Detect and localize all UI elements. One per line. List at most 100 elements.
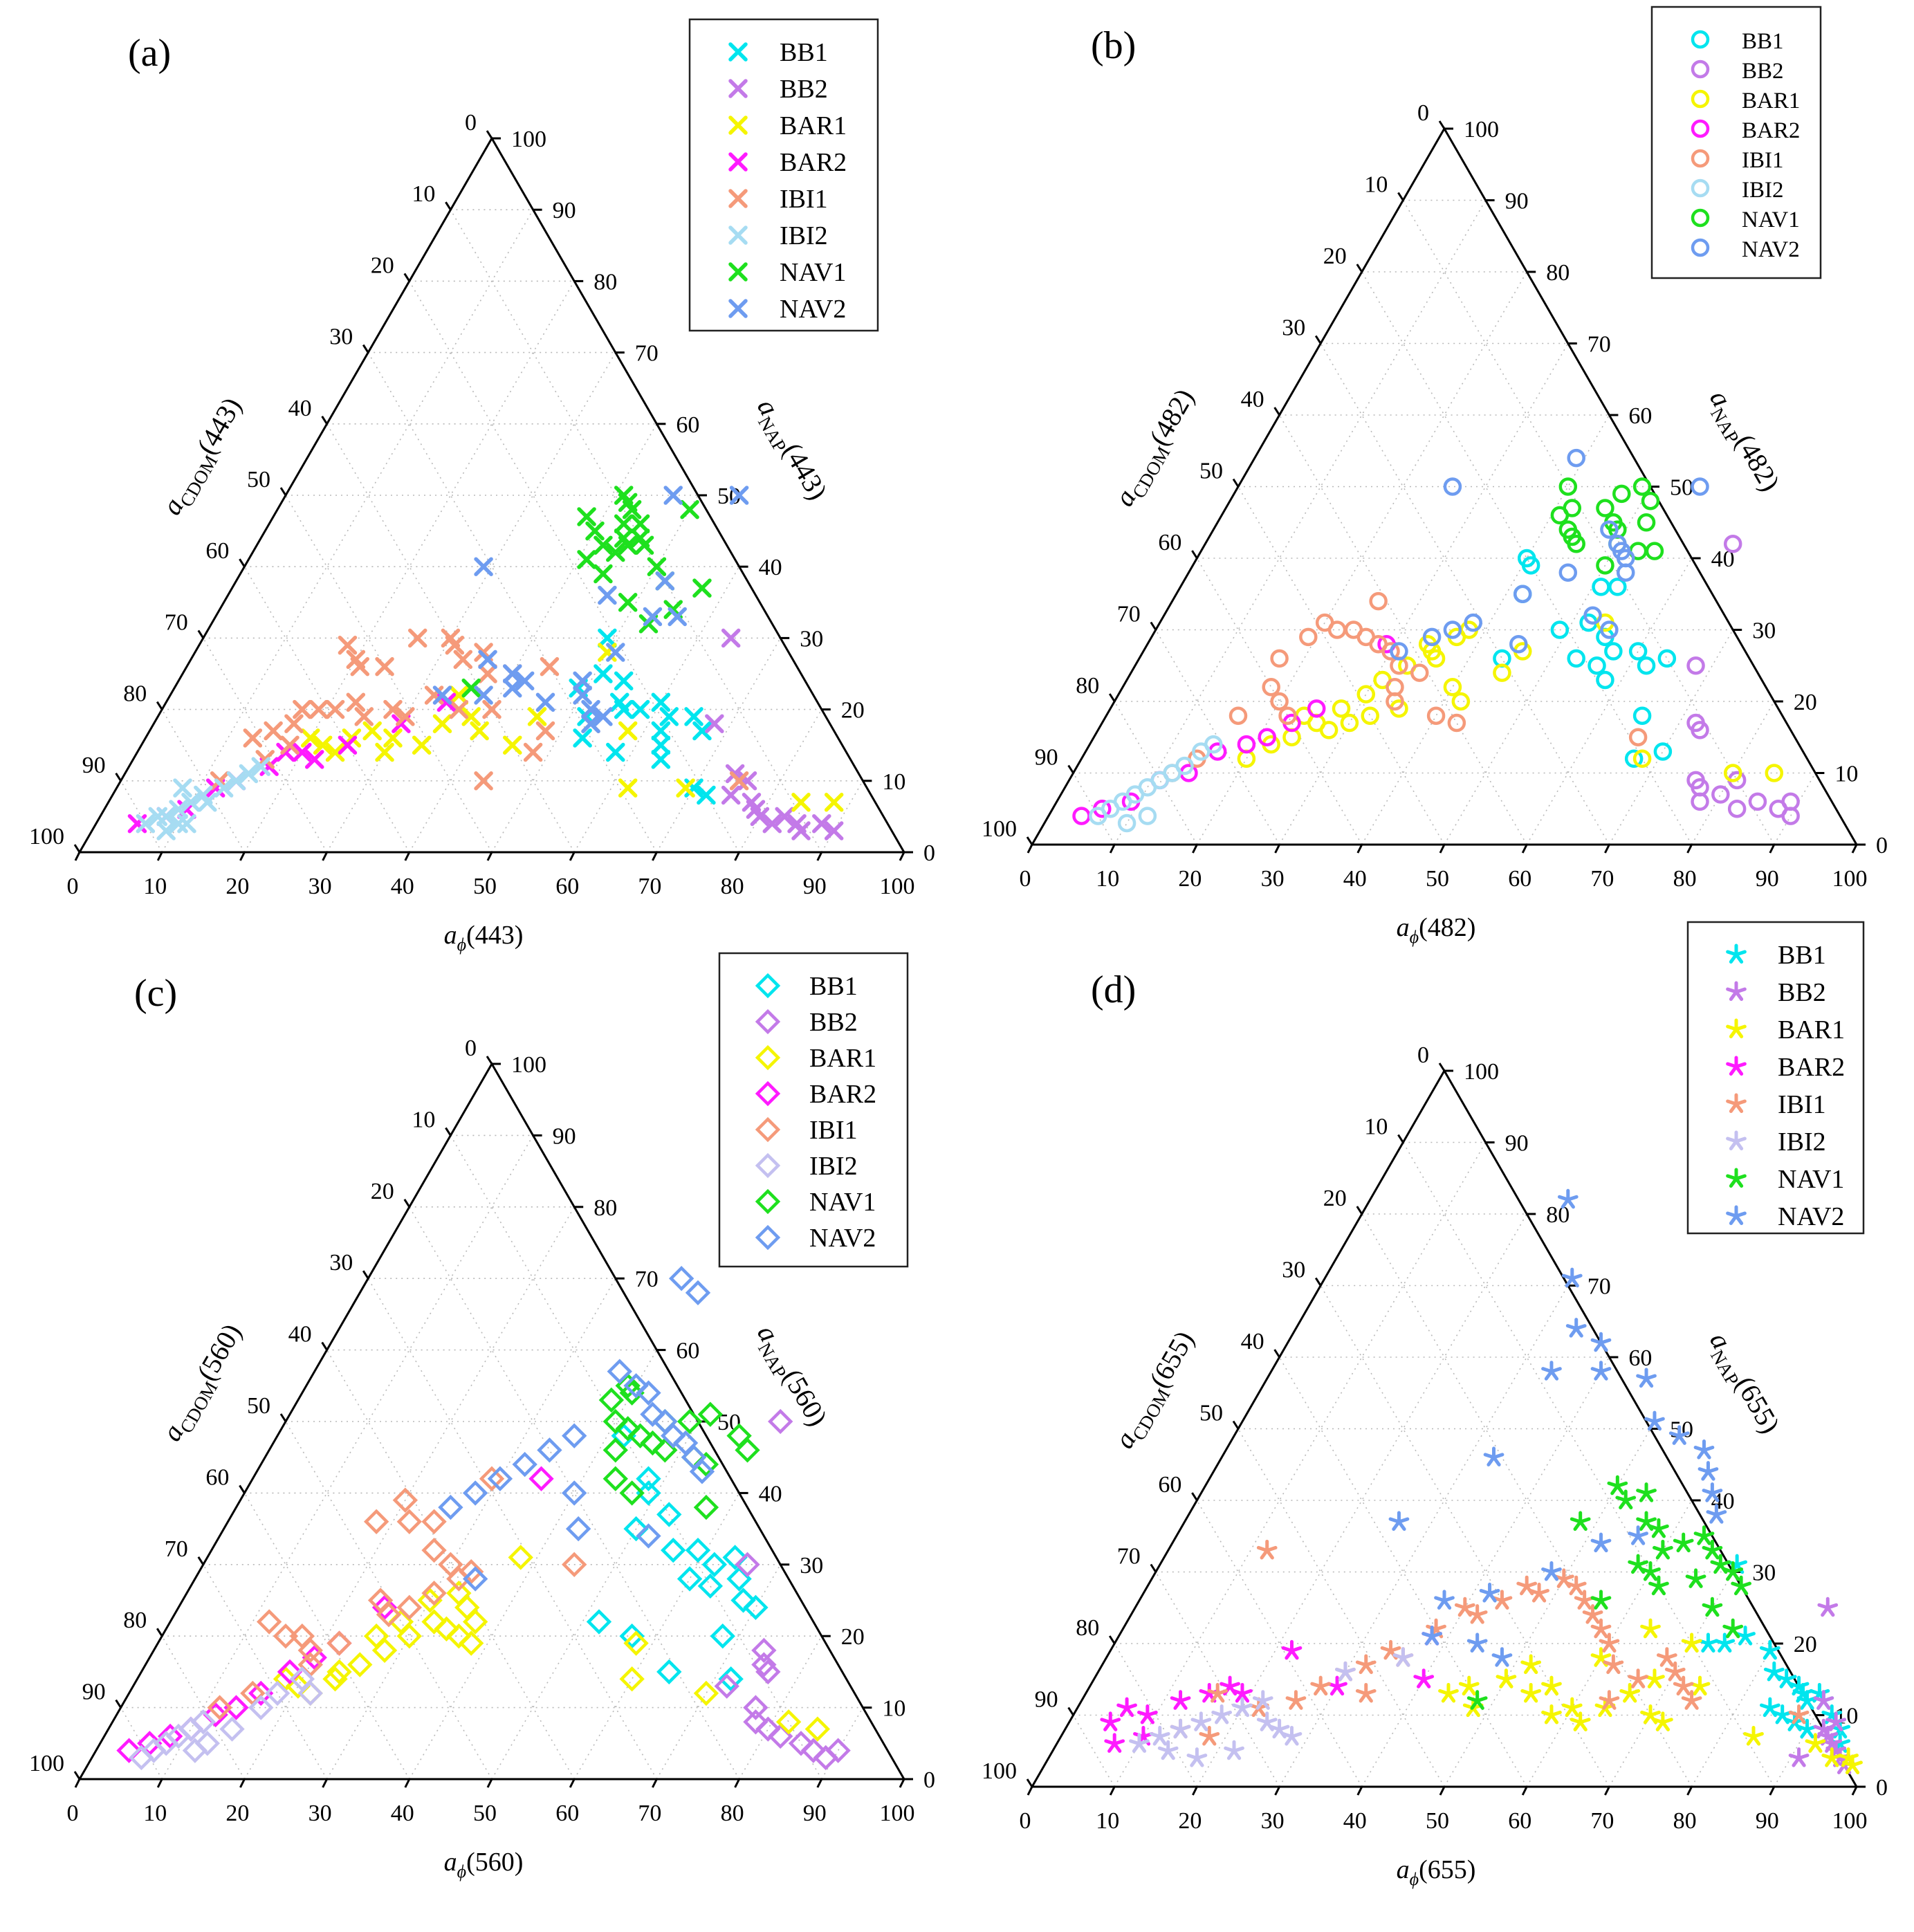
tick-mark (1356, 1786, 1363, 1796)
legend: BB1 BB2 BAR1 BAR2 IBI1 IBI2 NAV1 NAV2 (1650, 6, 1822, 279)
left-axis-title: aCDOM(482) (1108, 383, 1204, 514)
data-point-bb1 (656, 1502, 682, 1527)
data-point-bar1 (1438, 1682, 1459, 1703)
data-point-ibi1 (421, 1537, 447, 1563)
bottom-tick-label: 70 (1590, 866, 1614, 892)
data-point-nav1 (1563, 499, 1582, 517)
data-point-ibi1 (478, 664, 497, 683)
data-point-ibi2 (1224, 1740, 1244, 1760)
legend-marker-nav2 (755, 1224, 781, 1251)
tick-mark (816, 1778, 823, 1788)
tick-mark (115, 772, 122, 782)
data-point-ibi1 (729, 771, 749, 791)
data-point-ibi1 (1788, 1704, 1810, 1724)
data-point-ibi2 (198, 793, 217, 812)
legend-marker-bar1 (755, 1045, 781, 1071)
data-point-bar1 (375, 742, 394, 762)
legend-box (1650, 6, 1822, 279)
tick-mark (1438, 1062, 1446, 1071)
left-axis-title: aCDOM(443) (156, 392, 252, 523)
tick-mark (1232, 1420, 1240, 1430)
data-point-nav2 (1443, 477, 1462, 496)
tick-mark (486, 852, 493, 861)
tick-mark (569, 1778, 576, 1788)
data-point-nav2 (636, 1523, 661, 1549)
data-point-nav2 (1565, 1318, 1587, 1338)
legend-marker-bar2 (1691, 119, 1710, 138)
legend-marker-bb1 (728, 42, 748, 62)
gridline (161, 209, 534, 853)
bottom-tick-label: 30 (309, 874, 332, 899)
tick-mark (569, 852, 576, 861)
data-point-ibi2 (177, 813, 196, 834)
data-point-ibi2 (1232, 1697, 1253, 1718)
gridline (161, 1135, 534, 1780)
data-point-bar1 (371, 1637, 398, 1664)
legend-box (1686, 921, 1865, 1235)
bottom-axis-title: aϕ(482) (1397, 913, 1476, 947)
gridline (326, 352, 616, 853)
series-bb2 (714, 1408, 851, 1771)
gridline (1320, 343, 1610, 845)
panel-label: (b) (1091, 24, 1136, 67)
data-point-nav2 (1697, 1461, 1719, 1481)
data-point-bb1 (1608, 578, 1627, 596)
legend-label-ibi2: IBI2 (1778, 1128, 1826, 1157)
axis-subscript: ϕ (457, 1861, 466, 1882)
data-point-bb2 (791, 821, 811, 840)
right-tick-label: 0 (1876, 1775, 1888, 1801)
axis-subscript: ϕ (1410, 1869, 1419, 1889)
right-tick-label: 70 (635, 341, 659, 367)
data-point-bb2 (1727, 800, 1747, 818)
tick-mark (1438, 120, 1446, 129)
data-point-bb2 (721, 628, 741, 648)
data-point-bb1 (677, 1566, 703, 1592)
tick-mark (156, 1628, 163, 1637)
data-point-bar1 (1462, 1697, 1484, 1718)
data-point-bb1 (636, 1480, 661, 1506)
left-tick-label: 80 (123, 681, 147, 707)
data-point-ibi2 (1335, 1661, 1356, 1682)
data-point-bar1 (1451, 692, 1471, 711)
right-tick-label: 90 (553, 198, 576, 223)
data-point-bb2 (750, 807, 770, 827)
data-point-ibi2 (1211, 1704, 1233, 1724)
axis-subscript: ϕ (1410, 927, 1419, 947)
data-point-bar2 (203, 1702, 228, 1728)
data-point-ibi2 (1252, 1690, 1273, 1710)
legend-label-ibi2: IBI2 (809, 1152, 858, 1181)
data-point-bar1 (454, 1594, 480, 1621)
data-point-bar1 (824, 793, 844, 812)
data-point-ibi1 (535, 721, 555, 741)
data-point-nav1 (630, 514, 650, 534)
series-ibi2 (1089, 735, 1223, 833)
data-point-ibi1 (1582, 1604, 1603, 1624)
legend: BB1 BB2 BAR1 BAR2 IBI1 IBI2 NAV1 NAV2 (688, 18, 879, 332)
legend-box (718, 952, 909, 1268)
axis-subscript: CDOM (176, 452, 221, 510)
data-point-nav2 (1421, 1626, 1442, 1646)
data-point-bb1 (1697, 1632, 1719, 1653)
data-point-bar1 (1644, 1668, 1665, 1689)
data-point-ibi2 (169, 800, 188, 819)
left-tick-label: 90 (1035, 745, 1058, 771)
data-point-ibi1 (396, 707, 415, 726)
tick-mark (486, 1778, 493, 1788)
left-tick-label: 70 (1117, 602, 1141, 627)
data-point-bar2 (1307, 699, 1326, 718)
data-point-ibi1 (1285, 1690, 1307, 1710)
data-point-bb2 (751, 1637, 777, 1664)
left-tick-label: 60 (1158, 1472, 1181, 1498)
data-point-nav2 (1491, 1647, 1513, 1667)
legend-label-ibi2: IBI2 (1742, 178, 1784, 203)
panel-label: (d) (1091, 968, 1136, 1011)
bottom-tick-label: 20 (1178, 866, 1202, 892)
tick-mark (73, 844, 81, 853)
data-point-ibi2 (1138, 807, 1157, 825)
data-point-bar1 (1520, 1682, 1542, 1703)
tick-mark (322, 852, 328, 861)
data-point-ibi1 (453, 650, 473, 670)
series-bb1 (569, 628, 716, 805)
data-point-nav2 (1702, 1482, 1723, 1502)
data-point-ibi1 (479, 1466, 505, 1491)
